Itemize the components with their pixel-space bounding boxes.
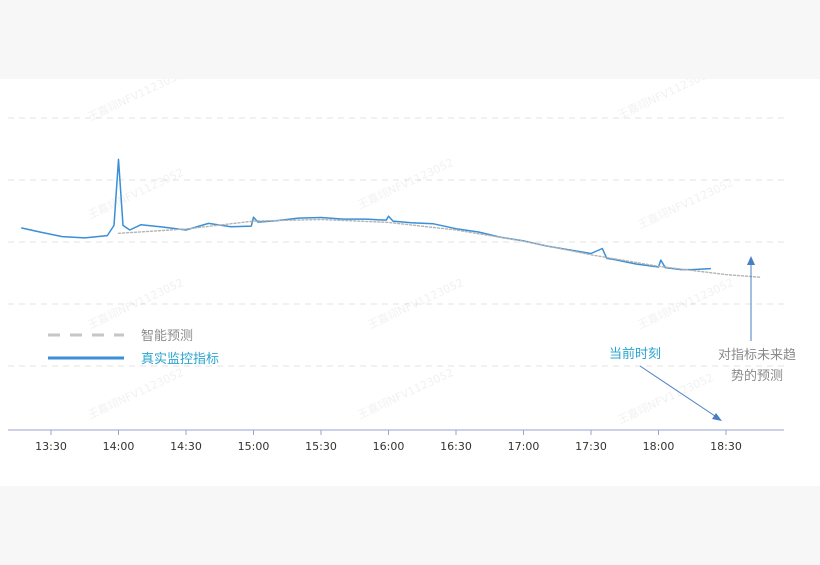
watermark-text: 王嘉翊NFV1123052 <box>85 275 185 332</box>
line-chart: 王嘉翊NFV1123052 王嘉翊NFV1123052 王嘉翊NFV1123052 王… <box>8 79 796 453</box>
trend-annotation-line1: 对指标未来趋 <box>718 348 796 363</box>
forecast-series-line <box>117 218 761 278</box>
watermark-text: 王嘉翊NFV1123052 <box>365 275 465 332</box>
watermark-text: 王嘉翊NFV1123052 <box>635 275 735 332</box>
x-tick-label: 17:30 <box>575 440 607 453</box>
watermark-text: 王嘉翊NFV1123052 <box>355 155 455 212</box>
watermark-text: 王嘉翊NFV1123052 <box>355 365 455 422</box>
x-tick-label: 14:30 <box>170 440 202 453</box>
series-layer <box>21 158 761 278</box>
watermark-text: 王嘉翊NFV1123052 <box>635 175 735 232</box>
current-time-arrowhead <box>712 413 722 421</box>
x-tick-label: 16:30 <box>440 440 472 453</box>
x-tick-label: 16:00 <box>373 440 405 453</box>
watermark: 王嘉翊NFV1123052 王嘉翊NFV1123052 王嘉翊NFV1123052 王… <box>85 79 735 427</box>
x-tick-label: 17:00 <box>508 440 540 453</box>
trend-arrowhead <box>747 256 755 265</box>
legend: 智能预测 真实监控指标 <box>48 329 219 367</box>
current-time-arrow <box>639 365 719 419</box>
x-tick-label: 18:00 <box>643 440 675 453</box>
legend-actual-label: 真实监控指标 <box>141 352 219 367</box>
actual-series-line <box>21 158 712 271</box>
legend-forecast-label: 智能预测 <box>141 329 193 344</box>
watermark-text: 王嘉翊NFV1123052 <box>85 79 185 124</box>
annotations: 当前时刻 对指标未来趋 势的预测 <box>609 256 796 421</box>
chart-panel: 王嘉翊NFV1123052 王嘉翊NFV1123052 王嘉翊NFV1123052 王… <box>0 79 820 486</box>
x-tick-label: 13:30 <box>35 440 67 453</box>
watermark-text: 王嘉翊NFV1123052 <box>615 79 715 122</box>
x-tick-label: 15:00 <box>238 440 270 453</box>
x-tick-label: 18:30 <box>710 440 742 453</box>
watermark-text: 王嘉翊NFV1123052 <box>615 370 715 427</box>
grid-lines <box>8 117 784 367</box>
watermark-text: 王嘉翊NFV1123052 <box>85 365 185 422</box>
current-time-annotation: 当前时刻 <box>609 346 661 362</box>
x-tick-label: 15:30 <box>305 440 337 453</box>
trend-annotation-line2: 势的预测 <box>731 368 783 384</box>
x-axis: 13:30 14:00 14:30 15:00 15:30 16:00 16:30 17:00… <box>8 429 784 453</box>
watermark-text: 王嘉翊NFV1123052 <box>85 165 185 222</box>
x-tick-label: 14:00 <box>103 440 135 453</box>
